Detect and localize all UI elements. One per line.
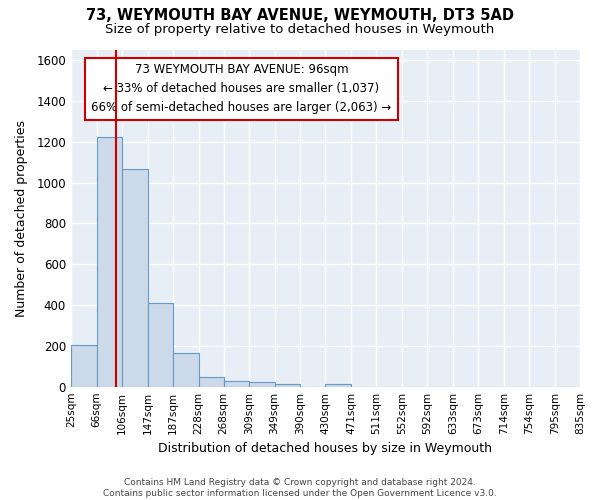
- Bar: [97, 136, 122, 386]
- Bar: [275, 384, 301, 386]
- Bar: [122, 170, 148, 386]
- Bar: [148, 303, 173, 386]
- X-axis label: Distribution of detached houses by size in Weymouth: Distribution of detached houses by size …: [158, 442, 493, 455]
- Y-axis label: Number of detached properties: Number of detached properties: [15, 120, 28, 317]
- Text: Contains HM Land Registry data © Crown copyright and database right 2024.
Contai: Contains HM Land Registry data © Crown c…: [103, 478, 497, 498]
- Bar: [224, 381, 250, 386]
- Bar: [173, 353, 199, 386]
- Text: 73 WEYMOUTH BAY AVENUE: 96sqm
← 33% of detached houses are smaller (1,037)
66% o: 73 WEYMOUTH BAY AVENUE: 96sqm ← 33% of d…: [91, 64, 392, 114]
- Bar: [199, 377, 224, 386]
- Text: 73, WEYMOUTH BAY AVENUE, WEYMOUTH, DT3 5AD: 73, WEYMOUTH BAY AVENUE, WEYMOUTH, DT3 5…: [86, 8, 514, 22]
- Bar: [325, 384, 351, 386]
- Bar: [250, 382, 275, 386]
- Text: Size of property relative to detached houses in Weymouth: Size of property relative to detached ho…: [106, 22, 494, 36]
- Bar: [71, 345, 97, 387]
